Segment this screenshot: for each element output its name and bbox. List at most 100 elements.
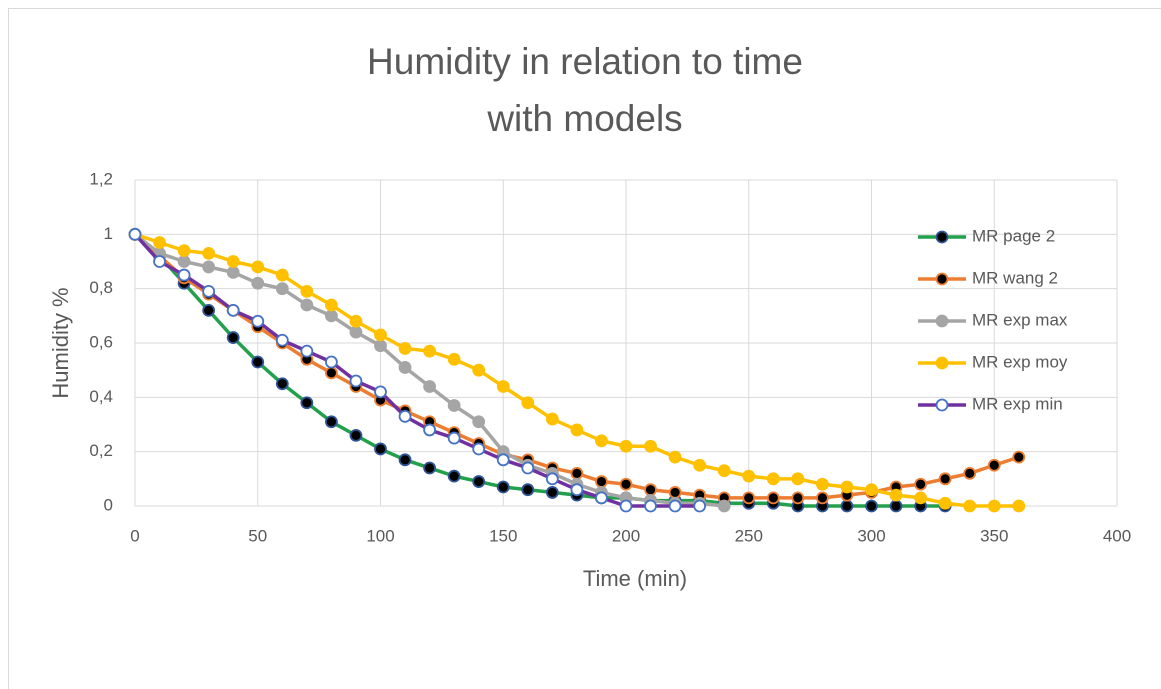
- data-point: [423, 423, 437, 437]
- data-point: [963, 499, 977, 513]
- data-point: [693, 499, 707, 513]
- data-point: [324, 298, 338, 312]
- data-point: [423, 344, 437, 358]
- data-point: [300, 298, 314, 312]
- data-point: [251, 276, 265, 290]
- data-point: [889, 488, 903, 502]
- legend-label: MR exp max: [972, 310, 1068, 329]
- data-point: [128, 227, 142, 241]
- data-point: [423, 380, 437, 393]
- data-point: [472, 475, 486, 488]
- y-tick-label: 0,4: [89, 387, 113, 406]
- data-point: [324, 366, 338, 380]
- data-point: [202, 303, 216, 317]
- data-point: [644, 499, 657, 513]
- data-point: [275, 268, 289, 282]
- data-point: [1012, 450, 1026, 464]
- data-point: [447, 352, 461, 366]
- data-point: [226, 255, 240, 268]
- data-point: [472, 442, 486, 456]
- legend-marker: [935, 230, 949, 244]
- data-point: [177, 255, 191, 268]
- data-point: [324, 355, 338, 369]
- legend-label: MR exp moy: [972, 352, 1068, 371]
- x-tick-label: 300: [857, 526, 885, 545]
- data-point: [202, 246, 216, 260]
- legend-marker: [935, 356, 949, 370]
- chart-frame: [8, 8, 1161, 689]
- data-point: [202, 260, 216, 274]
- data-point: [300, 396, 314, 410]
- x-tick-label: 150: [489, 526, 517, 545]
- legend-label: MR exp min: [972, 394, 1063, 413]
- data-point: [889, 499, 903, 513]
- data-point: [791, 472, 805, 486]
- data-point: [570, 466, 584, 480]
- data-point: [447, 431, 461, 445]
- data-point: [496, 380, 510, 393]
- data-point: [595, 434, 608, 448]
- data-point: [545, 412, 559, 426]
- data-point: [840, 499, 854, 513]
- y-tick-label: 0,8: [89, 278, 113, 297]
- y-tick-label: 0,2: [89, 441, 113, 460]
- data-point: [595, 475, 608, 488]
- data-point: [914, 491, 927, 505]
- x-tick-label: 400: [1103, 526, 1131, 545]
- x-tick-label: 200: [612, 526, 640, 545]
- data-point: [595, 491, 608, 505]
- data-point: [153, 255, 166, 268]
- data-point: [398, 361, 412, 374]
- data-point: [816, 477, 829, 491]
- data-point: [324, 309, 338, 323]
- data-point: [938, 496, 952, 510]
- y-tick-label: 1: [104, 224, 113, 243]
- data-point: [226, 303, 240, 317]
- data-point: [374, 442, 387, 456]
- data-point: [300, 284, 314, 298]
- data-point: [447, 399, 461, 412]
- data-point: [987, 499, 1001, 513]
- data-point: [987, 458, 1001, 472]
- data-point: [521, 396, 535, 410]
- data-point: [349, 325, 363, 339]
- x-tick-label: 0: [130, 526, 139, 545]
- data-point: [545, 486, 559, 499]
- data-point: [202, 284, 216, 298]
- data-point: [693, 458, 707, 472]
- data-point: [668, 499, 682, 513]
- data-point: [545, 472, 559, 486]
- data-point: [619, 439, 633, 453]
- data-point: [717, 464, 731, 478]
- data-point: [153, 236, 166, 249]
- data-point: [423, 461, 437, 475]
- data-point: [177, 268, 191, 282]
- data-point: [374, 385, 387, 399]
- data-point: [447, 469, 461, 483]
- x-tick-label: 350: [980, 526, 1008, 545]
- legend-marker: [935, 272, 949, 286]
- y-tick-label: 1,2: [89, 169, 113, 188]
- data-point: [840, 480, 854, 494]
- data-point: [251, 260, 265, 274]
- data-point: [275, 282, 289, 296]
- legend-marker: [935, 314, 949, 328]
- data-point: [398, 342, 412, 355]
- chart-title: Humidity in relation to time: [367, 41, 803, 82]
- chart-title: with models: [486, 98, 682, 139]
- data-point: [349, 428, 363, 442]
- data-point: [619, 477, 633, 491]
- data-point: [619, 499, 633, 513]
- data-point: [251, 355, 265, 369]
- x-axis-label: Time (min): [583, 566, 687, 591]
- data-point: [938, 472, 952, 486]
- data-point: [300, 344, 314, 358]
- data-point: [226, 331, 240, 344]
- y-tick-label: 0: [104, 495, 113, 514]
- y-axis-label: Humidity %: [48, 287, 73, 398]
- data-point: [374, 339, 387, 353]
- data-point: [865, 499, 878, 513]
- data-point: [374, 328, 387, 342]
- data-point: [349, 374, 363, 388]
- data-point: [766, 491, 780, 505]
